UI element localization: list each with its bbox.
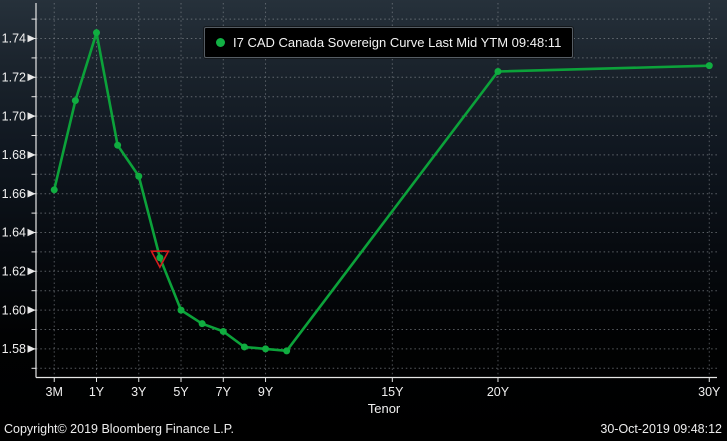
svg-text:1.74: 1.74 (2, 32, 26, 46)
svg-text:1.72: 1.72 (2, 71, 26, 85)
svg-text:3M: 3M (46, 385, 63, 399)
svg-text:1.64: 1.64 (2, 226, 26, 240)
x-axis-title: Tenor (367, 401, 401, 416)
data-point (114, 141, 122, 149)
series-points (50, 29, 713, 355)
data-point (156, 254, 164, 262)
chart-legend[interactable]: I7 CAD Canada Sovereign Curve Last Mid Y… (204, 27, 574, 58)
series-canada-sovereign-curve (52, 31, 710, 353)
svg-text:5Y: 5Y (173, 385, 189, 399)
y-tick-pointer-icon (27, 34, 36, 43)
legend-series-label: I7 CAD Canada Sovereign Curve Last Mid Y… (233, 35, 562, 50)
data-point (177, 306, 185, 314)
data-point (283, 347, 291, 355)
selected-point-marker (150, 250, 170, 269)
svg-text:1Y: 1Y (89, 385, 105, 399)
svg-text:1.60: 1.60 (2, 303, 26, 317)
data-point (262, 345, 270, 353)
x-axis-ticks (53, 377, 710, 382)
data-point (135, 172, 143, 180)
data-point (93, 29, 100, 37)
y-tick-pointer-icon (27, 345, 36, 353)
y-tick-pointer-icon (27, 267, 36, 276)
axis-lines (35, 3, 717, 379)
svg-text:7Y: 7Y (216, 385, 232, 399)
data-point (240, 343, 248, 351)
data-point (494, 67, 502, 75)
data-point (71, 97, 79, 105)
y-gridlines (36, 18, 717, 369)
svg-text:1.62: 1.62 (2, 265, 26, 279)
data-point (50, 186, 58, 194)
y-tick-pointer-icon (27, 151, 36, 159)
svg-text:20Y: 20Y (487, 385, 510, 399)
svg-text:1.70: 1.70 (2, 109, 26, 123)
x-tick-labels: 3M 1Y 3Y 5Y 7Y 9Y 15Y 20Y 30Y (46, 385, 721, 399)
svg-text:1.66: 1.66 (2, 187, 26, 201)
y-tick-pointer-icon (27, 73, 36, 82)
svg-text:30Y: 30Y (698, 385, 721, 399)
svg-text:1.58: 1.58 (2, 342, 26, 356)
footer-timestamp: 30-Oct-2019 09:48:12 (600, 422, 722, 436)
y-tick-pointer-icon (27, 112, 36, 120)
data-point (198, 320, 206, 328)
footer-bar: Copyright© 2019 Bloomberg Finance L.P. 3… (4, 422, 722, 436)
data-point (219, 327, 227, 335)
data-point (705, 62, 713, 70)
legend-series-dot-icon (216, 38, 225, 47)
alert-triangle-icon (150, 250, 170, 269)
series-line (52, 31, 710, 353)
x-gridlines (53, 3, 710, 378)
y-tick-labels: 1.74 1.72 1.70 1.68 1.66 1.64 1.62 1.60 1.58 (2, 32, 36, 356)
svg-text:1.68: 1.68 (2, 148, 26, 162)
svg-text:3Y: 3Y (131, 385, 147, 399)
copyright-text: Copyright© 2019 Bloomberg Finance L.P. (4, 422, 234, 436)
y-tick-pointer-icon (27, 306, 36, 314)
svg-text:9Y: 9Y (258, 385, 274, 399)
svg-text:15Y: 15Y (381, 385, 404, 399)
y-tick-pointer-icon (27, 189, 36, 198)
y-tick-pointer-icon (27, 228, 36, 237)
